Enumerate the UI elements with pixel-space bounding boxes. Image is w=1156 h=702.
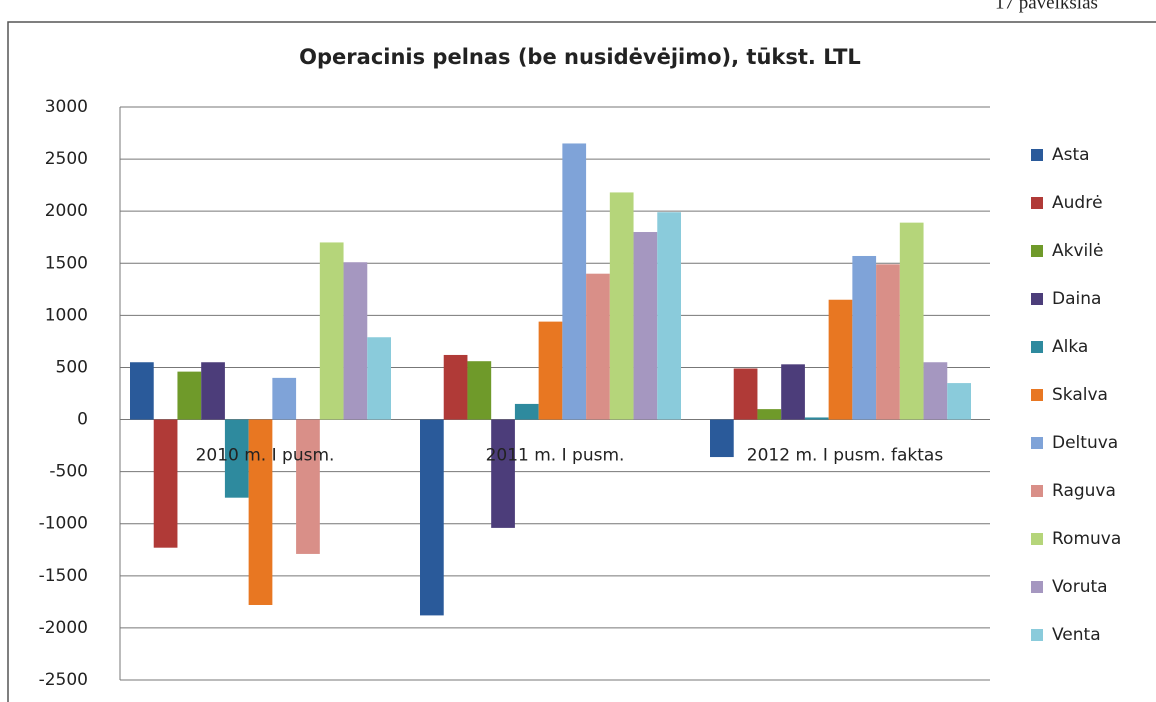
- bar: [319, 242, 344, 420]
- bar: [224, 419, 249, 498]
- bar: [562, 143, 587, 420]
- bar: [491, 419, 515, 528]
- y-tick-label: -1500: [39, 566, 88, 586]
- legend-swatch: [1031, 197, 1043, 209]
- bar: [633, 232, 658, 420]
- y-tick-label: -500: [49, 462, 88, 482]
- legend-label: Daina: [1052, 289, 1101, 309]
- legend-swatch: [1031, 149, 1043, 161]
- legend-swatch: [1031, 581, 1043, 593]
- legend-swatch: [1031, 437, 1043, 449]
- bar: [272, 377, 297, 420]
- legend-label: Asta: [1052, 145, 1090, 165]
- legend-swatch: [1031, 533, 1043, 545]
- chart-title: Operacinis pelnas (be nusidėvėjimo), tūk…: [299, 45, 861, 69]
- bar: [153, 419, 178, 548]
- bar: [609, 192, 634, 420]
- y-tick-label: 2500: [45, 149, 88, 169]
- legend-swatch: [1031, 485, 1043, 497]
- bar: [781, 364, 805, 420]
- legend-swatch: [1031, 341, 1043, 353]
- bar: [710, 419, 734, 458]
- bar: [343, 262, 368, 420]
- bar: [804, 417, 829, 420]
- bar: [538, 321, 563, 420]
- bar: [876, 264, 900, 420]
- y-tick-label: -2500: [39, 670, 88, 690]
- legend-label: Voruta: [1052, 577, 1108, 597]
- legend-label: Venta: [1052, 625, 1101, 645]
- bar: [947, 383, 971, 420]
- bar: [420, 419, 444, 616]
- legend-label: Romuva: [1052, 529, 1121, 549]
- y-tick-label: 0: [77, 410, 88, 430]
- legend-label: Skalva: [1052, 385, 1108, 405]
- annotation: 17 paveikslas: [995, 0, 1098, 13]
- bar: [828, 299, 853, 420]
- bar: [467, 361, 492, 420]
- bar: [657, 212, 681, 420]
- legend-label: Raguva: [1052, 481, 1116, 501]
- legend-swatch: [1031, 293, 1043, 305]
- bar: [201, 362, 225, 420]
- legend-swatch: [1031, 629, 1043, 641]
- legend-label: Alka: [1052, 337, 1088, 357]
- x-tick-label: 2010 m. I pusm.: [196, 446, 335, 466]
- legend-label: Audrė: [1052, 193, 1103, 213]
- legend-label: Deltuva: [1052, 433, 1118, 453]
- x-tick-label: 2011 m. I pusm.: [486, 446, 625, 466]
- y-tick-label: 500: [56, 357, 88, 377]
- bar: [296, 419, 320, 554]
- bar: [757, 409, 782, 420]
- bar: [443, 354, 468, 420]
- y-tick-label: 3000: [45, 97, 88, 117]
- bar: [248, 419, 273, 605]
- bar: [514, 403, 539, 420]
- bar: [923, 362, 948, 420]
- y-tick-label: -2000: [39, 618, 88, 638]
- y-tick-label: -1000: [39, 514, 88, 534]
- chart-frame: [7, 21, 1156, 702]
- bar: [586, 273, 610, 420]
- y-tick-label: 1500: [45, 253, 88, 273]
- bar: [733, 368, 758, 420]
- bar: [130, 362, 154, 420]
- x-tick-label: 2012 m. I pusm. faktas: [747, 446, 944, 466]
- bar: [177, 371, 202, 420]
- legend-label: Akvilė: [1052, 241, 1103, 261]
- bar: [852, 255, 877, 420]
- y-tick-label: 2000: [45, 201, 88, 221]
- legend-swatch: [1031, 245, 1043, 257]
- bar: [899, 222, 924, 420]
- y-tick-label: 1000: [45, 305, 88, 325]
- legend-swatch: [1031, 389, 1043, 401]
- bar: [367, 337, 391, 420]
